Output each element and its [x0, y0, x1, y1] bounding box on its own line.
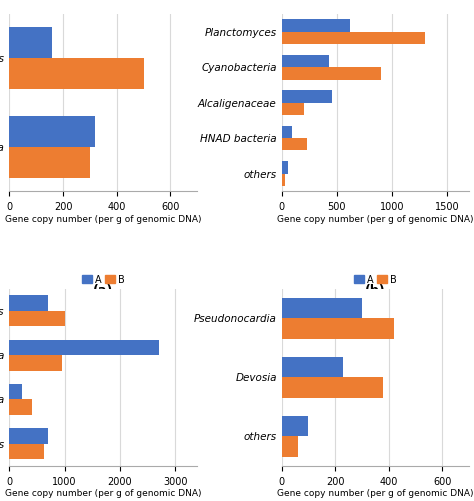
Bar	[9, 296, 48, 311]
Text: (a): (a)	[93, 284, 113, 297]
Legend: A, B: A, B	[350, 271, 401, 289]
X-axis label: Gene copy number (per g of genomic DNA): Gene copy number (per g of genomic DNA)	[5, 214, 201, 223]
Bar	[282, 56, 329, 68]
Bar	[282, 21, 350, 33]
Bar	[282, 378, 383, 398]
Bar	[9, 148, 90, 178]
Bar	[282, 139, 307, 151]
Bar	[282, 103, 304, 116]
Legend: A, B: A, B	[78, 271, 128, 289]
Bar	[282, 174, 285, 186]
Bar	[282, 68, 381, 81]
Bar	[9, 444, 44, 459]
Bar	[282, 162, 288, 174]
Bar	[282, 416, 309, 436]
Text: (b): (b)	[365, 284, 386, 297]
X-axis label: Gene copy number (per g of genomic DNA): Gene copy number (per g of genomic DNA)	[5, 488, 201, 497]
Bar	[9, 28, 52, 59]
Bar	[9, 428, 48, 444]
Bar	[9, 384, 22, 400]
Bar	[282, 319, 394, 339]
Bar	[282, 126, 292, 139]
Bar	[282, 357, 343, 378]
Bar	[282, 436, 298, 457]
Bar	[282, 33, 425, 45]
X-axis label: Gene copy number (per g of genomic DNA): Gene copy number (per g of genomic DNA)	[277, 214, 474, 223]
Bar	[9, 400, 32, 415]
Bar	[9, 117, 95, 148]
Bar	[9, 355, 62, 371]
Bar	[282, 91, 332, 103]
Bar	[9, 340, 158, 355]
X-axis label: Gene copy number (per g of genomic DNA): Gene copy number (per g of genomic DNA)	[277, 488, 474, 497]
Bar	[9, 59, 144, 90]
Bar	[9, 311, 64, 327]
Bar	[282, 298, 362, 319]
